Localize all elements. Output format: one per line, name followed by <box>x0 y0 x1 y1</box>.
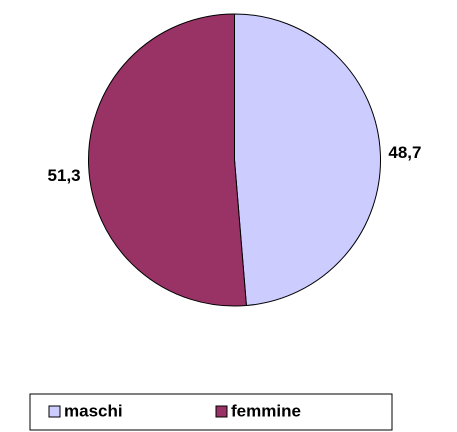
data-label: 48,7 <box>388 143 421 162</box>
pie-slice <box>88 13 247 307</box>
legend-swatch <box>215 405 228 418</box>
legend-swatch <box>48 405 61 418</box>
data-label: 51,3 <box>48 166 81 185</box>
legend-label: femmine <box>231 401 301 420</box>
pie-slice <box>234 13 381 307</box>
legend-label: maschi <box>64 401 123 420</box>
legend-box <box>29 393 393 431</box>
